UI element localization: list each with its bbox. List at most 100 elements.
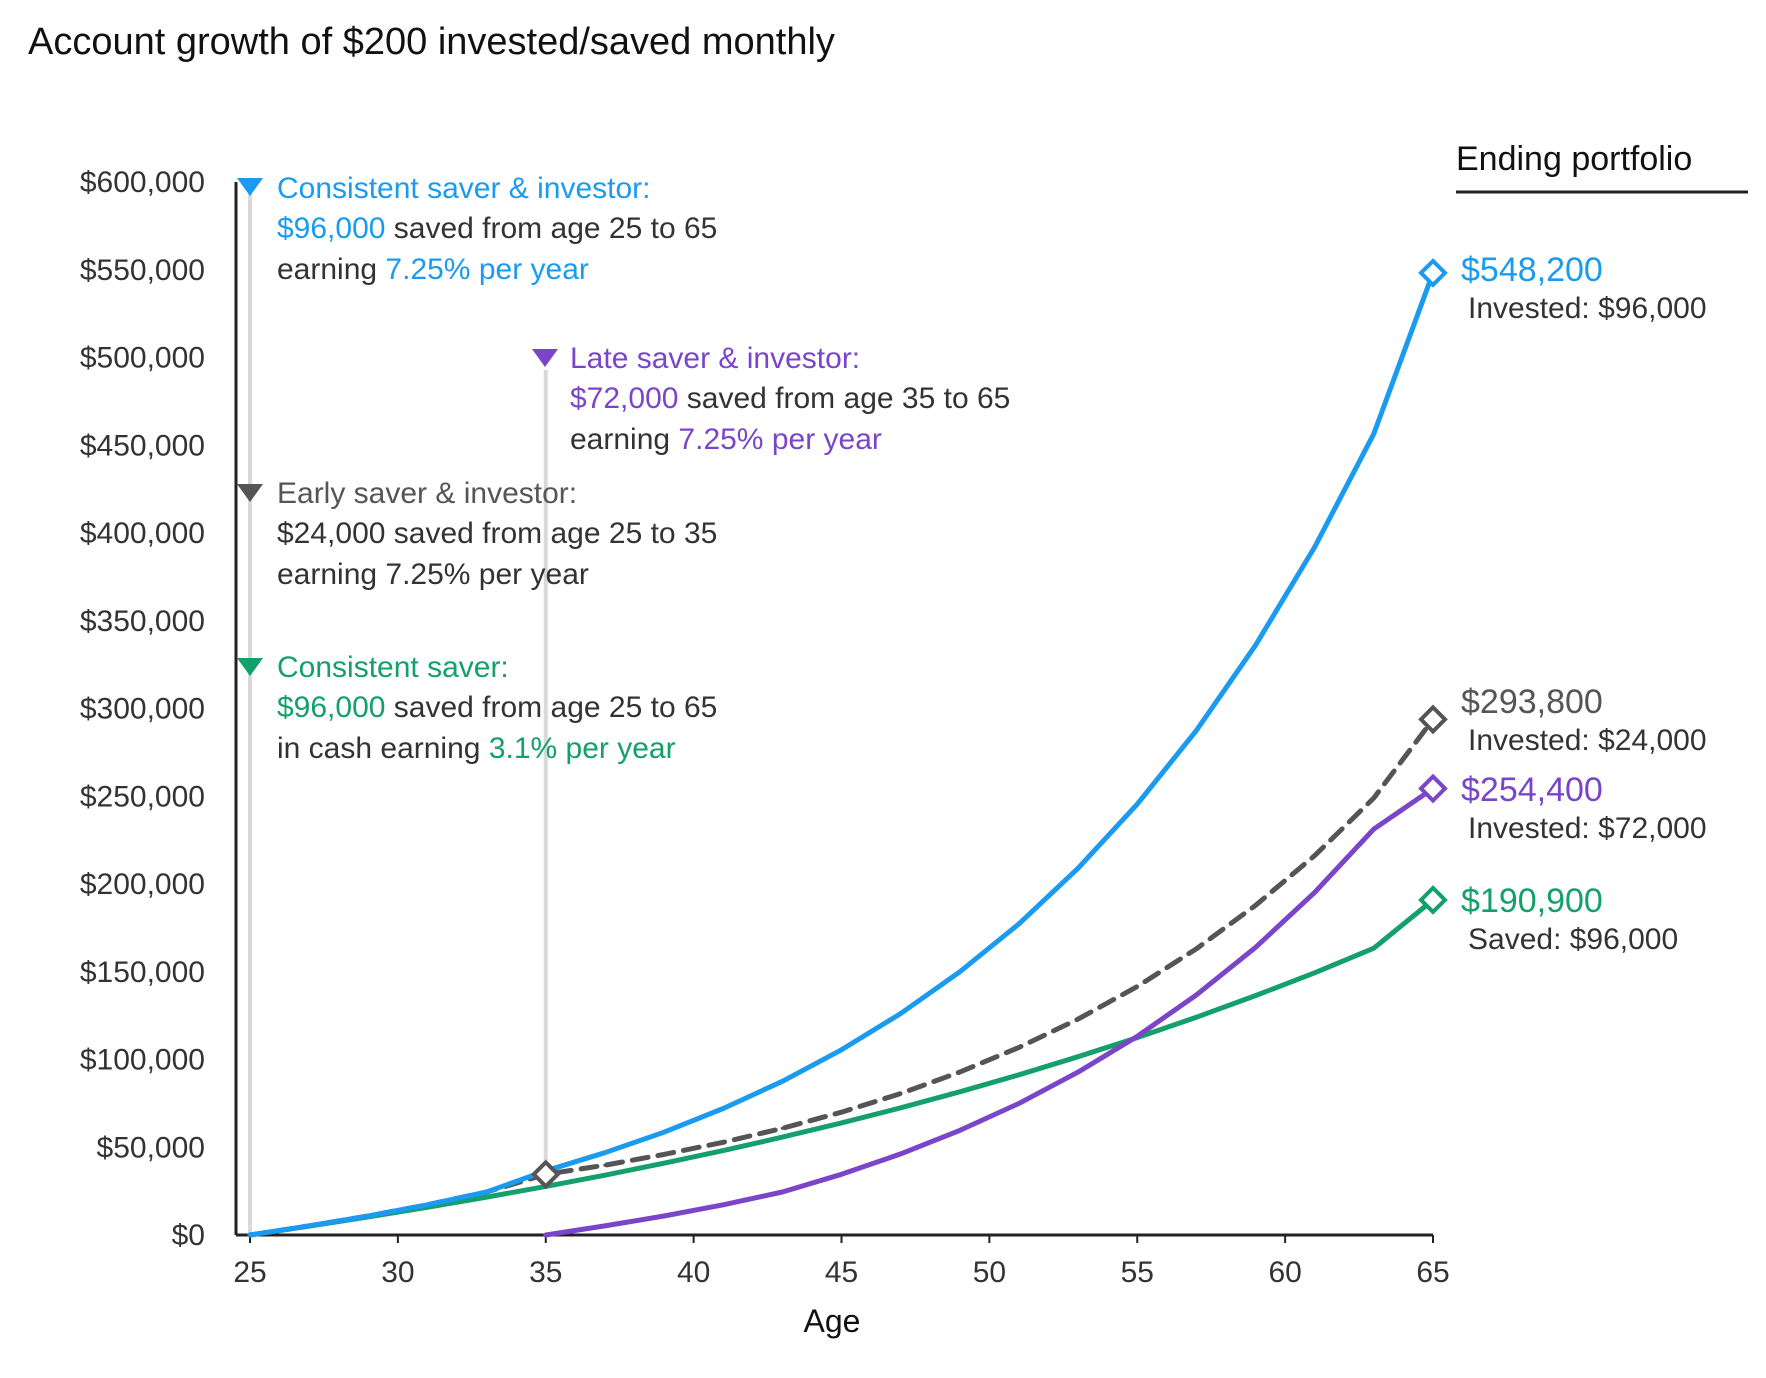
data-point (1372, 827, 1376, 831)
ending-value-consistent-saver: $190,900 (1461, 882, 1603, 920)
x-tick-label: 25 (233, 1256, 266, 1289)
chart-title: Account growth of $200 invested/saved mo… (28, 21, 835, 63)
y-tick-label: $50,000 (97, 1131, 205, 1164)
y-tick-label: $500,000 (80, 342, 205, 375)
data-point (603, 1151, 607, 1155)
annotation-detail: $24,000 saved from age 25 to 35 (277, 517, 717, 550)
data-point (1076, 1070, 1080, 1074)
data-point (603, 1224, 607, 1228)
data-point (1076, 866, 1080, 870)
ending-sub-early-investor: Invested: $24,000 (1468, 724, 1707, 757)
y-tick-label: $250,000 (80, 780, 205, 813)
annotation-title-text: Consistent saver: (277, 651, 509, 684)
x-tick-label: 65 (1416, 1256, 1449, 1289)
x-tick-label: 55 (1121, 1256, 1154, 1289)
end-marker-early-investor (1418, 704, 1448, 735)
y-tick-label: $600,000 (80, 166, 205, 199)
ending-sub-late-investor: Invested: $72,000 (1468, 812, 1707, 845)
data-point (1017, 1101, 1021, 1105)
annotation-title-text: Consistent saver & investor: (277, 172, 651, 205)
data-point (662, 1214, 666, 1218)
data-point (899, 1011, 903, 1016)
guide-lines (248, 192, 548, 1235)
data-point (1313, 890, 1317, 895)
y-tick-label: $450,000 (80, 429, 205, 462)
ending-value-early-investor: $293,800 (1461, 683, 1603, 721)
x-tick-label: 50 (973, 1256, 1006, 1289)
annotation-title: Late saver & investor: (570, 342, 860, 375)
data-point (721, 1203, 725, 1207)
data-point (662, 1130, 666, 1134)
annotation-line-2: $96,000 saved from age 25 to 65 (277, 212, 717, 245)
data-point (662, 1152, 666, 1157)
data-point (248, 1233, 252, 1237)
data-point (425, 1203, 430, 1207)
x-tick-label: 35 (529, 1256, 562, 1289)
data-point (1313, 853, 1317, 858)
data-point (1135, 1034, 1139, 1038)
y-tick-label: $150,000 (80, 956, 205, 989)
data-point (1372, 796, 1376, 800)
data-point (1194, 728, 1198, 733)
x-tick-label: 45 (825, 1256, 858, 1289)
annotation-amount: $96,000 (277, 212, 385, 245)
annotation-detail: saved from age 35 to 65 (678, 382, 1010, 415)
annotation-amount: $96,000 (277, 691, 385, 724)
marker-age-35 (530, 1159, 561, 1190)
annotations: Consistent saver & investor: $96,000 save… (237, 172, 1010, 765)
data-point (958, 970, 962, 974)
annotation-line-3: earning 7.25% per year (277, 253, 589, 286)
data-point (899, 1106, 903, 1110)
annotation-title: Consistent saver: (277, 651, 509, 684)
data-point (1076, 1017, 1080, 1021)
ending-value-late-investor: $254,400 (1461, 771, 1603, 809)
data-point (1372, 432, 1376, 436)
annotation-detail: in cash earning (277, 732, 489, 765)
data-point (839, 1172, 844, 1176)
data-point (1253, 903, 1258, 908)
data-point (721, 1148, 725, 1153)
data-point (899, 1152, 903, 1156)
y-tick-label: $100,000 (80, 1044, 205, 1077)
data-point (1253, 643, 1258, 647)
series-line-early-investor (247, 716, 1436, 1238)
data-point (1313, 545, 1317, 549)
data-point (662, 1161, 666, 1165)
annotation-detail: saved from age 25 to 65 (385, 212, 717, 245)
ending-sub-consistent-investor: Invested: $96,000 (1468, 292, 1707, 325)
series-line-late-investor (543, 786, 1436, 1238)
data-point (780, 1079, 784, 1083)
data-point (780, 1135, 784, 1139)
annotation-early-investor: Early saver & investor: $24,000 saved fro… (237, 477, 717, 591)
annotation-title-text: Late saver & investor: (570, 342, 860, 375)
data-point (1253, 945, 1258, 949)
annotation-line-2: $72,000 saved from age 35 to 65 (570, 382, 1010, 415)
data-point (1372, 946, 1376, 950)
data-point (958, 1128, 962, 1133)
annotation-title-text: Early saver & investor: (277, 477, 577, 510)
data-point (1135, 802, 1139, 806)
annotation-consistent-saver: Consistent saver: $96,000 saved from age … (237, 651, 717, 765)
annotation-line-2: $24,000 saved from age 25 to 35 (277, 517, 717, 550)
ending-value-consistent-investor: $548,200 (1461, 251, 1603, 289)
annotation-rate: 3.1% per year (489, 732, 676, 765)
annotation-detail: earning (277, 253, 385, 286)
annotation-title: Early saver & investor: (277, 477, 577, 510)
data-point (839, 1110, 844, 1114)
data-point (958, 1090, 962, 1094)
x-tick-label: 30 (381, 1256, 414, 1289)
y-tick-label: $400,000 (80, 517, 205, 550)
data-point (721, 1140, 725, 1144)
triangle-marker-icon (237, 484, 263, 502)
y-tick-label: $0 (172, 1219, 205, 1252)
triangle-marker-icon (237, 658, 263, 676)
y-tick-label: $300,000 (80, 693, 205, 726)
data-point (366, 1214, 370, 1218)
y-tick-label: $350,000 (80, 605, 205, 638)
end-marker-late-investor (1418, 773, 1448, 804)
end-marker-consistent-saver (1418, 885, 1448, 915)
data-point (1017, 1045, 1021, 1049)
